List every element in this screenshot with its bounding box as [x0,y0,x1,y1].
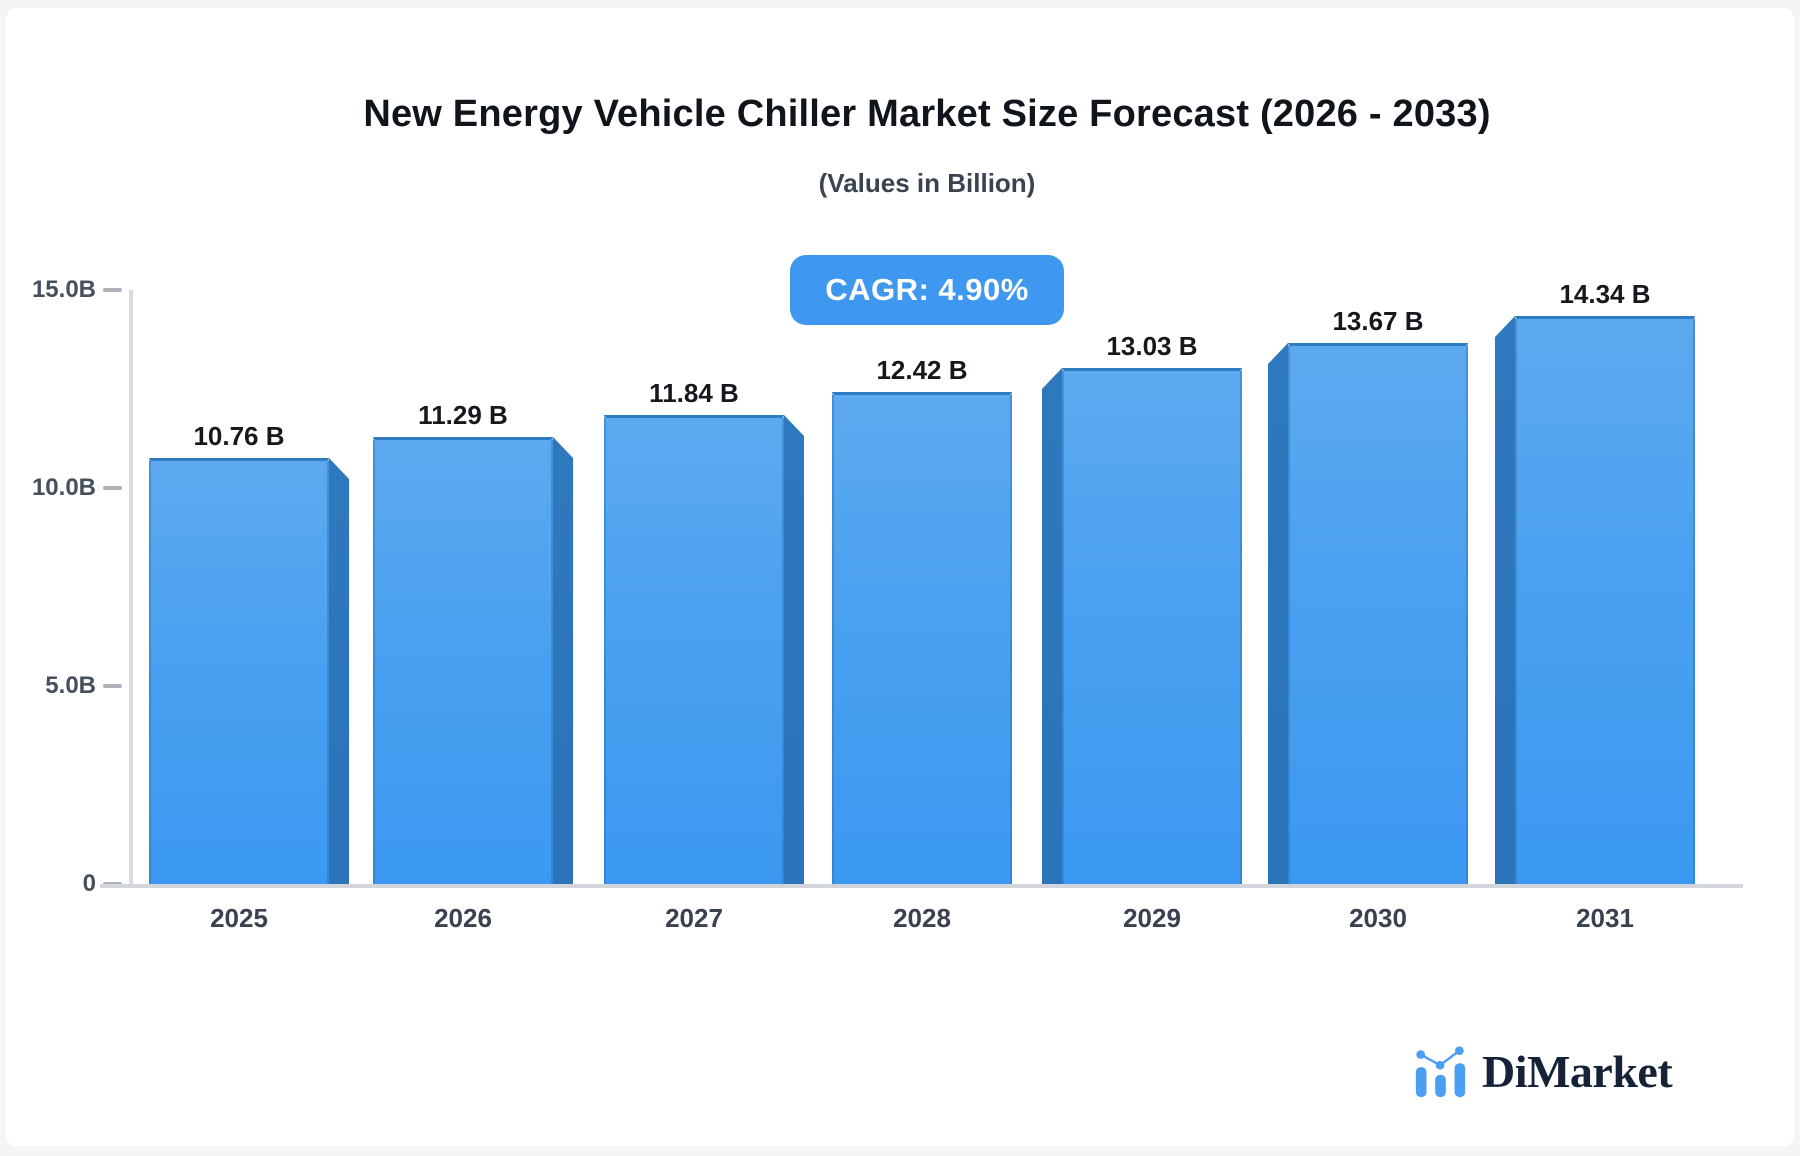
y-axis-tick-mark [103,486,122,490]
bar-3d-side [1495,316,1515,886]
bar-value-label: 12.42 B [876,355,968,385]
y-axis-tick-mark [103,684,122,688]
y-axis-line [129,290,133,888]
x-axis-category-label: 2031 [1576,903,1634,933]
chart-subtitle: (Values in Billion) [818,168,1036,198]
bar-3d-side [784,415,804,886]
cagr-badge: CAGR: 4.90% [790,255,1064,325]
x-axis-category-label: 2025 [210,903,268,933]
x-axis-category-label: 2029 [1123,903,1181,933]
x-axis-category-label: 2026 [434,903,492,933]
bar-value-label: 13.03 B [1106,331,1198,361]
bar-3d-side [1268,343,1288,886]
chart-title: New Energy Vehicle Chiller Market Size F… [363,93,1491,135]
y-axis-tick-mark [103,288,122,292]
bar-value-label: 13.67 B [1332,306,1424,336]
bar-3d-side [329,458,349,886]
bar-2027 [604,415,784,886]
bar-3d-side [1042,368,1062,886]
bar-value-label: 14.34 B [1559,279,1651,309]
bar-2029 [1062,368,1242,886]
brand-name: DiMarket [1482,1045,1673,1097]
bar-3d-side [553,437,573,886]
bar-value-label: 10.76 B [193,421,285,451]
x-axis-line [100,884,1743,888]
y-axis-tick-label: 5.0B [45,672,96,699]
brand-logo: DiMarket [1412,1042,1673,1100]
bar-2028 [832,392,1012,886]
bar-2025 [149,458,329,886]
dimarket-bar-chart-logo-icon [1415,1046,1466,1098]
y-axis-tick-label: 0 [82,870,96,897]
bar-2030 [1288,343,1468,886]
y-axis-tick-label: 10.0B [31,474,96,501]
x-axis-category-label: 2030 [1349,903,1407,933]
x-axis-category-label: 2027 [665,903,723,933]
bar-value-label: 11.29 B [418,400,508,430]
bar-2031 [1515,316,1695,886]
bar-value-label: 11.84 B [649,378,739,408]
bar-2026 [373,437,553,886]
y-axis-tick-label: 15.0B [31,276,96,303]
x-axis-category-label: 2028 [893,903,951,933]
